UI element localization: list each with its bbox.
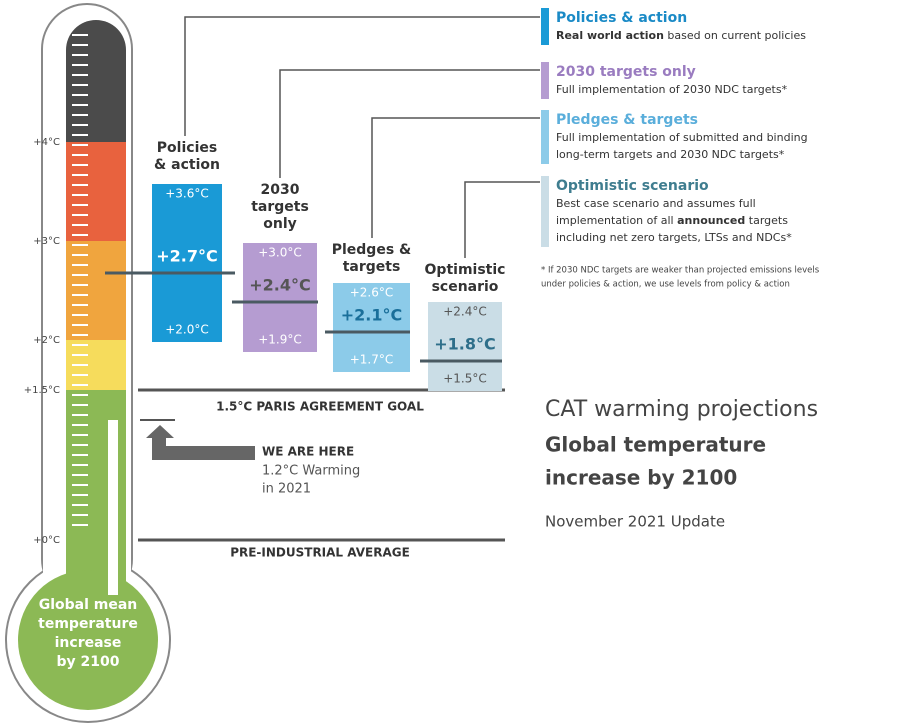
legend-swatch (541, 176, 549, 247)
bulb-label: increase (55, 635, 122, 651)
low-label: +1.5°C (443, 372, 487, 386)
legend-swatch (541, 8, 549, 45)
legend-description: Full implementation of 2030 NDC targets* (556, 83, 788, 96)
goal-label: 1.5°C PARIS AGREEMENT GOAL (216, 400, 424, 414)
low-label: +1.7°C (350, 353, 394, 367)
description-part: Full implementation of 2030 NDC targets* (556, 83, 788, 96)
bulb-label: by 2100 (57, 654, 120, 670)
range-box (428, 302, 502, 391)
scenario-title: 2030 (261, 182, 300, 198)
high-label: +3.6°C (165, 187, 209, 201)
mid-label: +1.8°C (434, 335, 496, 354)
axis-label: +2°C (33, 335, 60, 346)
legend-description: Full implementation of submitted and bin… (556, 131, 808, 144)
description-part: Full implementation of submitted and bin… (556, 131, 808, 144)
connector (184, 16, 540, 136)
scenario-title: only (263, 216, 297, 232)
legend-title: Pledges & targets (556, 112, 698, 128)
scenario-title: Policies (157, 140, 217, 156)
low-label: +1.9°C (258, 333, 302, 347)
description-part: Best case scenario and assumes full (556, 197, 756, 210)
bulb-label: temperature (38, 616, 138, 632)
scenario-title: Optimistic (425, 262, 506, 278)
axis-label: +4°C (33, 137, 60, 148)
description-part: including net zero targets, LTSs and NDC… (556, 231, 792, 244)
scenario-title: targets (251, 199, 309, 215)
we-are-here-title: WE ARE HERE (262, 445, 354, 459)
arrow (146, 425, 255, 460)
legend-description: Best case scenario and assumes full (556, 197, 756, 210)
connector (464, 181, 540, 258)
current-level (108, 420, 118, 595)
heading-bold: increase by 2100 (545, 466, 737, 490)
range-box (333, 283, 410, 372)
heading-update: November 2021 Update (545, 513, 725, 531)
legend-description: implementation of all announced targets (556, 214, 788, 227)
axis-label: +1.5°C (24, 385, 60, 396)
scenario-title: Pledges & (332, 242, 412, 258)
legend-description: long-term targets and 2030 NDC targets* (556, 148, 785, 161)
legend-swatch (541, 62, 549, 99)
we-are-here-detail: in 2021 (262, 482, 311, 497)
connector (371, 117, 540, 238)
description-part: implementation of all (556, 214, 677, 227)
low-label: +2.0°C (165, 323, 209, 337)
connector (279, 69, 540, 178)
tube-orange (66, 241, 126, 340)
description-part: based on current policies (664, 29, 806, 42)
legend-title: Optimistic scenario (556, 178, 709, 194)
we-are-here-detail: 1.2°C Warming (262, 464, 360, 479)
tube-red (66, 142, 126, 241)
baseline-label: PRE-INDUSTRIAL AVERAGE (230, 546, 410, 560)
footnote: * If 2030 NDC targets are weaker than pr… (541, 266, 820, 276)
legend-swatch (541, 110, 549, 164)
mid-label: +2.7°C (156, 247, 218, 266)
description-part: long-term targets and 2030 NDC targets* (556, 148, 785, 161)
description-part: targets (745, 214, 788, 227)
legend-description: Real world action based on current polic… (556, 29, 806, 42)
mid-label: +2.1°C (341, 306, 403, 325)
bulb (18, 570, 158, 710)
range-box (152, 184, 222, 342)
bulb-label: Global mean (39, 597, 138, 613)
legend-title: Policies & action (556, 10, 687, 26)
legend-title: 2030 targets only (556, 64, 696, 80)
footnote: under policies & action, we use levels f… (541, 280, 790, 290)
high-label: +2.4°C (443, 305, 487, 319)
scenario-title: scenario (432, 279, 499, 295)
heading-bold: Global temperature (545, 433, 766, 457)
scenario-title: targets (343, 259, 401, 275)
high-label: +3.0°C (258, 246, 302, 260)
description-part: Real world action (556, 29, 664, 42)
axis-label: +0°C (33, 535, 60, 546)
high-label: +2.6°C (350, 286, 394, 300)
range-box (243, 243, 317, 352)
axis-label: +3°C (33, 236, 60, 247)
mid-label: +2.4°C (249, 276, 311, 295)
legend-description: including net zero targets, LTSs and NDC… (556, 231, 792, 244)
scenario-title: & action (154, 157, 220, 173)
description-part: announced (677, 214, 745, 227)
heading-line: CAT warming projections (545, 397, 818, 422)
